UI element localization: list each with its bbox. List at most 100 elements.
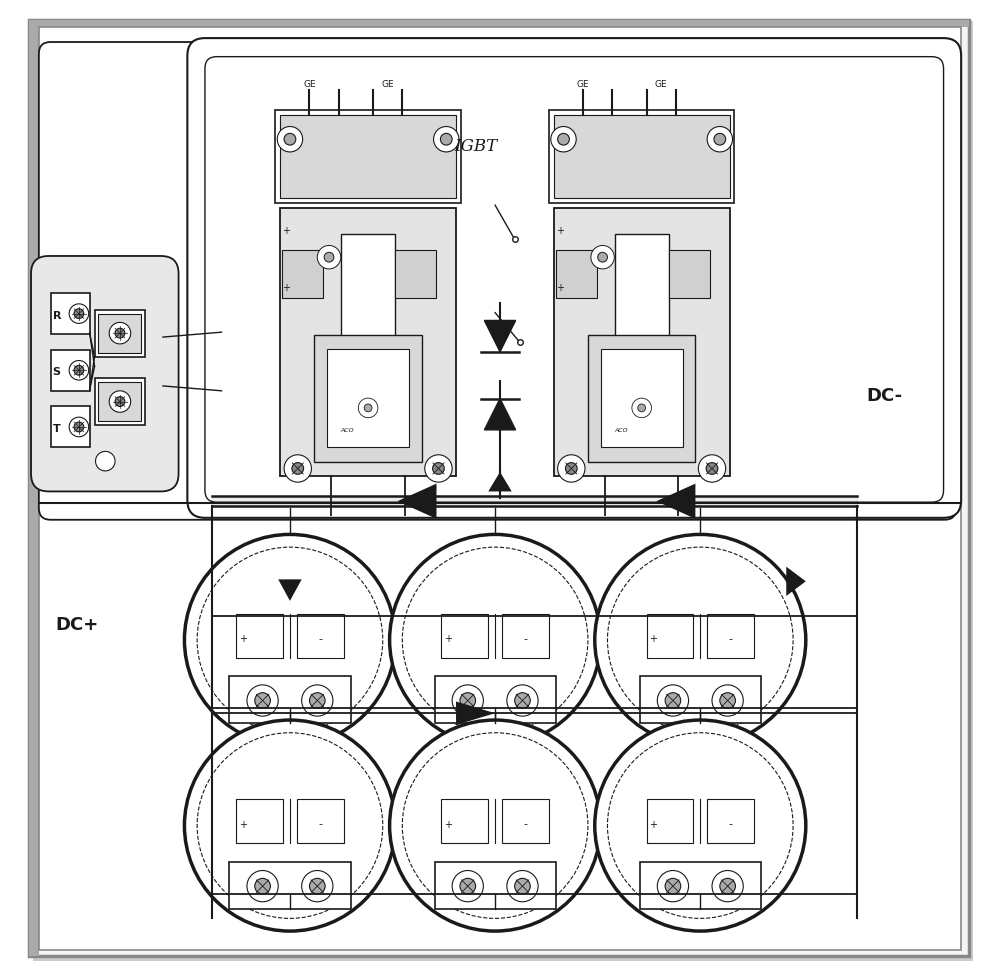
Text: +: + <box>444 820 452 829</box>
Bar <box>98 382 141 421</box>
Circle shape <box>284 133 296 145</box>
Circle shape <box>255 693 270 708</box>
Circle shape <box>302 685 333 716</box>
Circle shape <box>558 133 569 145</box>
Text: ACO: ACO <box>614 428 628 434</box>
Circle shape <box>74 309 84 319</box>
Circle shape <box>390 720 601 931</box>
Polygon shape <box>786 567 806 596</box>
Bar <box>229 862 351 909</box>
Circle shape <box>96 451 115 471</box>
Polygon shape <box>397 484 436 519</box>
Circle shape <box>452 685 483 716</box>
Bar <box>236 799 283 843</box>
Circle shape <box>515 878 530 894</box>
Text: +: + <box>444 634 452 644</box>
Bar <box>95 378 145 425</box>
Polygon shape <box>456 701 495 725</box>
Circle shape <box>109 391 131 412</box>
Circle shape <box>309 878 325 894</box>
Text: +: + <box>556 226 564 235</box>
Bar <box>707 614 754 658</box>
Bar <box>297 614 344 658</box>
Bar <box>29 20 969 27</box>
Bar <box>435 862 556 909</box>
Bar <box>95 310 145 357</box>
Text: GE: GE <box>303 80 316 90</box>
Text: ACO: ACO <box>341 428 354 434</box>
Circle shape <box>184 534 395 745</box>
Bar <box>707 799 754 843</box>
Polygon shape <box>484 399 516 430</box>
Bar <box>502 614 549 658</box>
Circle shape <box>390 534 601 745</box>
Circle shape <box>706 462 718 474</box>
Circle shape <box>707 126 733 151</box>
Text: +: + <box>239 820 247 829</box>
Text: -: - <box>318 634 322 644</box>
Circle shape <box>247 685 278 716</box>
Bar <box>314 334 422 461</box>
Text: +: + <box>649 820 657 829</box>
Circle shape <box>277 126 303 151</box>
Text: -: - <box>523 820 527 829</box>
Circle shape <box>598 252 607 262</box>
Circle shape <box>69 361 89 380</box>
Bar <box>327 350 409 446</box>
Polygon shape <box>488 472 512 491</box>
Polygon shape <box>484 320 516 352</box>
Circle shape <box>698 454 726 482</box>
FancyBboxPatch shape <box>187 38 961 518</box>
Bar <box>297 799 344 843</box>
Bar <box>640 676 761 723</box>
Circle shape <box>69 417 89 437</box>
Circle shape <box>255 878 270 894</box>
Text: +: + <box>556 283 564 293</box>
Bar <box>236 614 283 658</box>
Text: +: + <box>649 634 657 644</box>
Circle shape <box>460 878 476 894</box>
Bar <box>280 207 456 476</box>
Bar <box>435 676 556 723</box>
Text: -: - <box>318 820 322 829</box>
Text: -: - <box>729 634 733 644</box>
FancyBboxPatch shape <box>39 42 956 520</box>
Text: DC+: DC+ <box>55 616 99 634</box>
Circle shape <box>247 871 278 902</box>
Circle shape <box>358 399 378 417</box>
Bar <box>554 114 730 197</box>
Bar <box>275 110 461 202</box>
Circle shape <box>324 252 334 262</box>
Circle shape <box>434 126 459 151</box>
Circle shape <box>632 399 651 417</box>
Circle shape <box>638 404 646 411</box>
Bar <box>669 250 710 298</box>
Circle shape <box>591 245 614 269</box>
Circle shape <box>433 462 444 474</box>
Bar <box>502 799 549 843</box>
Circle shape <box>665 693 681 708</box>
Circle shape <box>665 878 681 894</box>
Bar <box>647 799 693 843</box>
Circle shape <box>712 871 743 902</box>
FancyBboxPatch shape <box>31 256 179 491</box>
Circle shape <box>551 126 576 151</box>
Circle shape <box>309 693 325 708</box>
Text: R: R <box>53 311 61 320</box>
Text: IGBT: IGBT <box>454 139 497 155</box>
Circle shape <box>720 693 735 708</box>
Text: +: + <box>239 634 247 644</box>
Bar <box>549 110 734 202</box>
Bar <box>554 207 730 476</box>
Bar <box>441 799 488 843</box>
Bar <box>341 234 395 348</box>
Circle shape <box>115 328 125 338</box>
Bar <box>640 862 761 909</box>
Bar <box>98 314 141 353</box>
Circle shape <box>109 322 131 344</box>
Circle shape <box>507 685 538 716</box>
Text: -: - <box>729 820 733 829</box>
Circle shape <box>74 422 84 432</box>
Text: GE: GE <box>577 80 589 90</box>
Bar <box>441 614 488 658</box>
